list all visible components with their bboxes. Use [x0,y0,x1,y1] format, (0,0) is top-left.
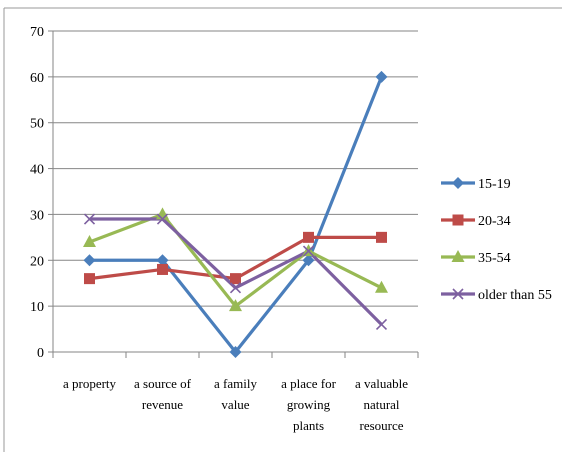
x-tick-label: a property [63,376,117,391]
data-point [83,213,96,225]
legend-marker [452,177,464,189]
data-point [303,231,314,243]
x-tick-label: a family value [214,376,257,412]
legend-label: older than 55 [478,288,552,303]
data-point [156,254,169,267]
data-point [156,213,169,225]
data-point [156,207,169,220]
y-tick-label: 10 [30,300,44,315]
x-tick-label: a source of revenue [134,376,192,412]
legend-label: 35-54 [478,251,511,266]
x-tick-label: a valuable natural resource [355,376,408,433]
axes: 0 10 20 30 40 50 60 70 a property a source of reve… [30,25,419,433]
legend-label: 15-19 [478,177,511,192]
data-point [302,245,315,257]
gridlines [53,30,418,307]
data-point [84,273,95,285]
data-point [230,273,241,285]
x-tick-label: a place for growing plants [281,376,337,433]
data-point [83,234,96,247]
y-tick-label: 20 [30,254,44,269]
y-tick-label: 60 [30,71,44,86]
legend: 15-19 20-34 35-54 older than 55 [441,177,552,303]
y-tick-label: 40 [30,163,44,178]
series-line [89,235,382,281]
legend-label: 20-34 [478,214,511,229]
y-tick-label: 30 [30,208,44,223]
y-tick-label: 0 [37,346,44,361]
data-point [375,280,388,293]
data-point [375,70,388,83]
legend-marker [451,250,465,262]
data-point [157,263,168,275]
data-point [229,282,242,294]
data-point [229,346,242,358]
series-markers [83,70,388,358]
data-point [376,231,387,243]
y-tick-label: 70 [30,25,44,40]
data-point [229,299,242,312]
y-tick-label: 50 [30,117,44,132]
data-point [302,254,315,267]
legend-marker [452,288,464,300]
data-point [83,254,96,267]
legend-marker [452,214,464,226]
data-point [375,318,388,331]
